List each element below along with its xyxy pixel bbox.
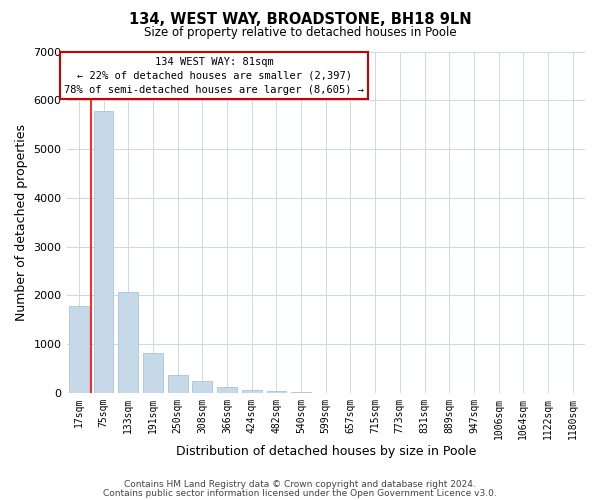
Text: 134, WEST WAY, BROADSTONE, BH18 9LN: 134, WEST WAY, BROADSTONE, BH18 9LN [128,12,472,28]
Y-axis label: Number of detached properties: Number of detached properties [15,124,28,320]
Bar [193,382,212,393]
Text: Contains public sector information licensed under the Open Government Licence v3: Contains public sector information licen… [103,488,497,498]
Bar [143,354,163,393]
Bar [69,306,89,393]
Bar [217,388,237,393]
Bar [118,292,138,393]
Text: Contains HM Land Registry data © Crown copyright and database right 2024.: Contains HM Land Registry data © Crown c… [124,480,476,489]
Bar [266,392,286,393]
Bar [168,375,188,393]
X-axis label: Distribution of detached houses by size in Poole: Distribution of detached houses by size … [176,444,476,458]
Bar [94,111,113,393]
Text: 134 WEST WAY: 81sqm
← 22% of detached houses are smaller (2,397)
78% of semi-det: 134 WEST WAY: 81sqm ← 22% of detached ho… [64,56,364,94]
Bar [242,390,262,393]
Text: Size of property relative to detached houses in Poole: Size of property relative to detached ho… [143,26,457,39]
